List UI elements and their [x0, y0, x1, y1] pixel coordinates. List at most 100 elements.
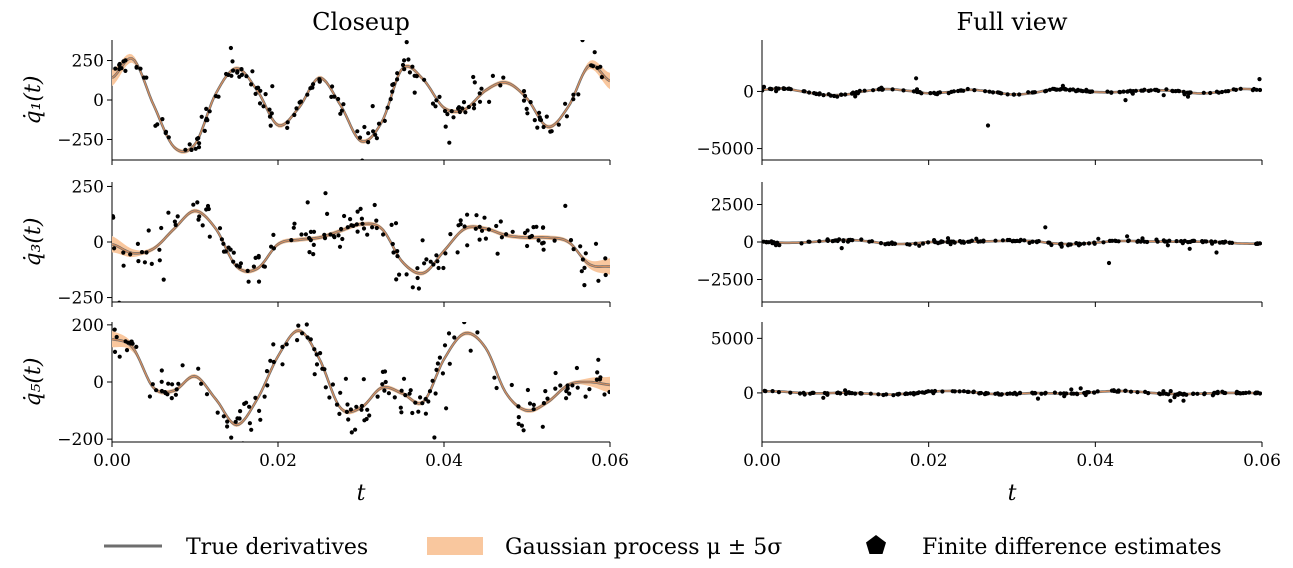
- finite-difference-point: [1185, 240, 1191, 245]
- finite-difference-point: [455, 250, 460, 255]
- finite-difference-point: [404, 40, 409, 45]
- panel-full-q5: 0 5000 0.00 0.02 0.04 0.06: [711, 322, 1281, 471]
- finite-difference-point: [423, 411, 428, 416]
- panel-closeup-q3: −250 0 250 q̇₃(t): [21, 177, 611, 309]
- finite-difference-point: [249, 82, 254, 87]
- finite-difference-point: [571, 247, 576, 252]
- finite-difference-point: [445, 112, 450, 117]
- finite-difference-point: [139, 250, 145, 255]
- finite-difference-point: [471, 106, 477, 111]
- finite-difference-point: [157, 258, 162, 263]
- finite-difference-point: [1143, 389, 1148, 394]
- finite-difference-point: [492, 375, 497, 380]
- finite-difference-point: [1135, 390, 1140, 395]
- finite-difference-point: [1238, 86, 1243, 91]
- finite-difference-point: [1156, 88, 1161, 93]
- finite-difference-point: [1080, 89, 1085, 94]
- finite-difference-point: [999, 91, 1004, 96]
- finite-difference-point: [433, 104, 438, 109]
- finite-difference-point: [1217, 240, 1222, 245]
- finite-difference-point: [839, 92, 844, 97]
- finite-difference-point: [374, 218, 379, 223]
- finite-difference-point: [537, 115, 542, 120]
- finite-difference-point: [460, 106, 465, 111]
- finite-difference-point: [1118, 90, 1123, 95]
- finite-difference-point: [564, 114, 570, 119]
- finite-difference-point: [312, 347, 317, 352]
- finite-difference-point: [592, 50, 597, 55]
- finite-difference-point: [1027, 240, 1032, 245]
- finite-difference-point: [1195, 391, 1200, 396]
- finite-difference-point: [317, 77, 322, 82]
- finite-difference-point: [296, 323, 301, 328]
- finite-difference-point: [354, 404, 359, 409]
- finite-difference-point: [123, 339, 128, 344]
- finite-difference-point: [1106, 260, 1112, 266]
- finite-difference-point: [535, 125, 540, 130]
- y-tick-label: 0: [743, 233, 754, 253]
- finite-difference-point: [292, 112, 297, 118]
- left-title: Closeup: [312, 8, 410, 36]
- finite-difference-point: [859, 237, 864, 242]
- finite-difference-point: [1058, 242, 1063, 247]
- finite-difference-point: [169, 396, 174, 401]
- finite-difference-point: [504, 232, 509, 237]
- finite-difference-point: [359, 216, 364, 221]
- finite-difference-point: [1168, 389, 1173, 394]
- finite-difference-point: [1112, 388, 1117, 394]
- finite-difference-point: [380, 369, 385, 374]
- finite-difference-point: [311, 252, 316, 257]
- finite-difference-point: [1075, 88, 1080, 93]
- finite-difference-point: [355, 129, 360, 134]
- finite-difference-point: [345, 402, 350, 407]
- finite-difference-point: [997, 392, 1002, 397]
- finite-difference-point: [802, 392, 807, 397]
- finite-difference-point: [603, 272, 608, 278]
- finite-difference-point: [990, 90, 996, 95]
- finite-difference-point: [365, 232, 370, 237]
- finite-difference-point: [289, 238, 294, 243]
- finite-difference-point: [399, 388, 404, 393]
- finite-difference-point: [339, 226, 344, 232]
- finite-difference-point: [113, 66, 118, 71]
- finite-difference-point: [271, 342, 276, 347]
- finite-difference-point: [271, 359, 276, 365]
- finite-difference-point: [123, 58, 128, 63]
- finite-difference-point: [575, 385, 580, 390]
- finite-difference-point: [911, 390, 916, 396]
- finite-difference-points: [113, 40, 605, 160]
- finite-difference-point: [330, 84, 335, 89]
- finite-difference-point: [294, 106, 299, 111]
- finite-difference-point: [595, 370, 600, 375]
- finite-difference-point: [402, 67, 407, 72]
- finite-difference-point: [246, 279, 251, 284]
- finite-difference-point: [477, 91, 482, 96]
- finite-difference-point: [1219, 89, 1225, 95]
- finite-difference-point: [1062, 394, 1067, 399]
- finite-difference-point: [250, 69, 255, 74]
- finite-difference-point: [924, 389, 929, 394]
- finite-difference-point: [1125, 234, 1130, 239]
- finite-difference-point: [359, 407, 364, 412]
- finite-difference-point: [1069, 387, 1074, 392]
- finite-difference-point: [121, 263, 126, 268]
- finite-difference-point: [556, 122, 561, 127]
- finite-difference-point: [1066, 243, 1071, 248]
- y-tick-label: −250: [57, 289, 104, 309]
- finite-difference-point: [341, 102, 346, 107]
- finite-difference-point: [323, 191, 328, 196]
- finite-difference-point: [817, 239, 822, 244]
- finite-difference-point: [1125, 89, 1130, 94]
- finite-difference-point: [112, 215, 116, 220]
- finite-difference-point: [576, 92, 581, 97]
- legend-fd-pentagon-icon: [866, 535, 886, 554]
- y-tick-label: −5000: [696, 140, 754, 160]
- x-tick-label: 0.00: [93, 451, 131, 471]
- finite-difference-point: [221, 241, 226, 246]
- finite-difference-point: [914, 76, 919, 81]
- finite-difference-point: [1175, 392, 1180, 397]
- finite-difference-point: [901, 88, 906, 93]
- finite-difference-point: [545, 396, 550, 401]
- finite-difference-point: [424, 257, 429, 262]
- finite-difference-point: [1185, 94, 1191, 99]
